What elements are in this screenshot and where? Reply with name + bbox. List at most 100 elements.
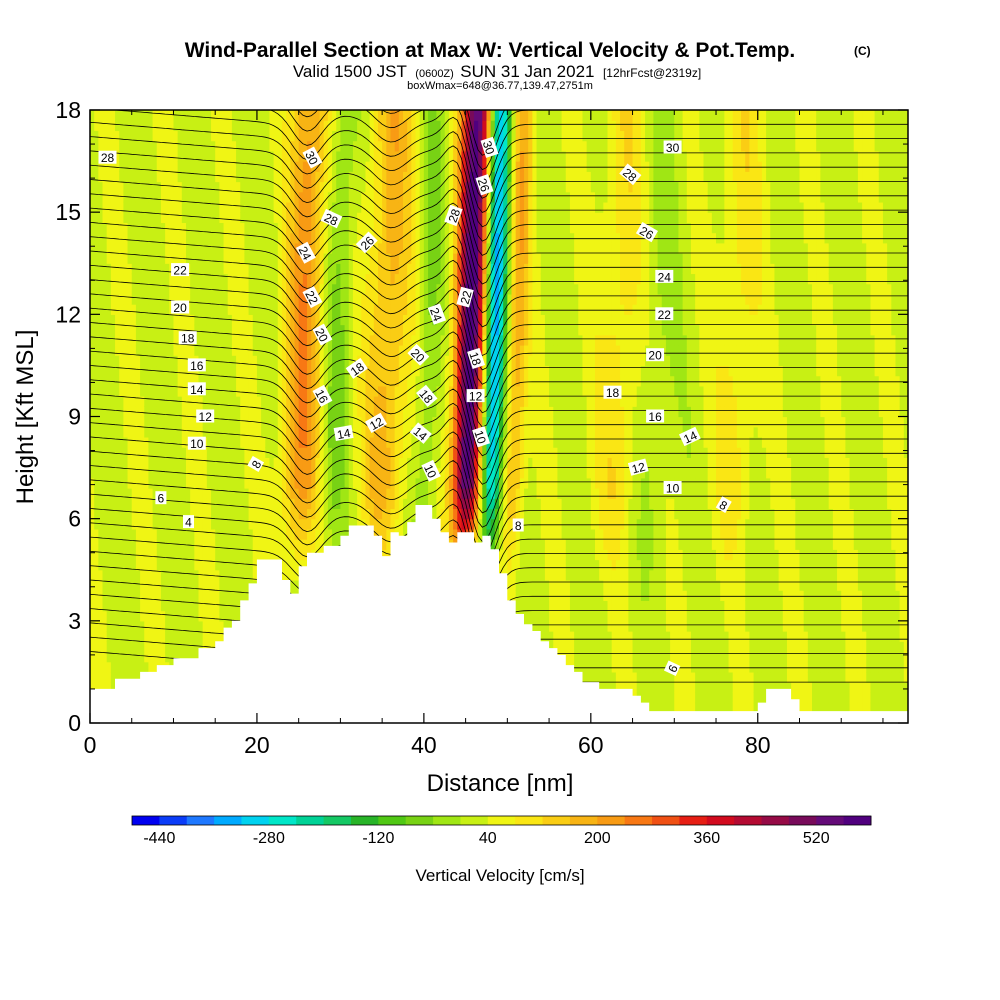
velocity-cell — [135, 273, 141, 285]
velocity-cell — [261, 150, 266, 162]
velocity-cell — [261, 191, 266, 203]
velocity-cell — [248, 334, 254, 346]
velocity-cell — [352, 406, 358, 418]
velocity-cell — [140, 242, 145, 254]
velocity-cell — [423, 161, 429, 172]
velocity-cell — [131, 508, 137, 520]
velocity-cell — [160, 304, 166, 315]
velocity-cell — [281, 150, 287, 162]
velocity-cell — [173, 539, 179, 550]
velocity-cell — [352, 324, 358, 336]
velocity-cell — [365, 488, 371, 499]
velocity-cell — [407, 120, 412, 132]
velocity-cell — [252, 110, 258, 121]
velocity-cell — [144, 447, 150, 458]
velocity-cell — [181, 283, 187, 295]
velocity-cell — [361, 161, 367, 172]
velocity-cell — [131, 293, 137, 305]
velocity-cell — [269, 283, 275, 295]
velocity-cell — [286, 181, 291, 193]
velocity-cell — [269, 447, 275, 458]
velocity-cell — [415, 273, 421, 285]
velocity-cell — [277, 171, 283, 183]
velocity-cell — [290, 293, 296, 305]
velocity-cell — [110, 324, 116, 336]
velocity-cell — [106, 457, 112, 469]
velocity-cell — [311, 426, 316, 438]
velocity-cell — [131, 610, 137, 622]
velocity-cell — [135, 661, 141, 673]
velocity-cell — [252, 283, 258, 295]
velocity-cell — [119, 651, 124, 663]
velocity-cell — [115, 600, 120, 612]
velocity-cell — [169, 610, 175, 622]
velocity-cell — [231, 334, 237, 346]
velocity-cell — [411, 161, 417, 172]
velocity-cell — [194, 518, 200, 530]
velocity-cell — [432, 365, 437, 377]
velocity-cell — [373, 253, 379, 264]
velocity-cell — [181, 488, 187, 499]
velocity-cell — [298, 140, 304, 152]
velocity-cell — [160, 539, 166, 550]
velocity-cell — [152, 334, 158, 346]
velocity-cell — [115, 528, 120, 540]
velocity-cell — [248, 150, 254, 162]
velocity-cell — [198, 579, 204, 591]
velocity-cell — [273, 334, 279, 346]
velocity-cell — [140, 304, 145, 315]
velocity-cell — [119, 222, 124, 234]
velocity-cell — [352, 477, 358, 489]
velocity-cell — [198, 212, 204, 223]
velocity-cell — [198, 631, 204, 642]
velocity-cell — [131, 467, 137, 479]
velocity-cell — [177, 447, 183, 458]
velocity-cell — [160, 201, 166, 213]
velocity-cell — [265, 263, 271, 275]
velocity-cell — [102, 253, 108, 264]
velocity-cell — [394, 344, 400, 356]
velocity-cell — [165, 222, 170, 234]
velocity-cell — [140, 406, 145, 418]
velocity-cell — [194, 201, 200, 213]
velocity-cell — [135, 498, 141, 510]
velocity-cell — [219, 263, 225, 275]
velocity-cell — [223, 610, 229, 622]
velocity-cell — [286, 365, 291, 377]
velocity-cell — [365, 273, 371, 285]
velocity-cell — [261, 273, 266, 285]
velocity-cell — [248, 242, 254, 254]
velocity-cell — [307, 385, 312, 397]
velocity-cell — [369, 488, 375, 499]
velocity-cell — [127, 539, 133, 550]
velocity-cell — [215, 161, 220, 172]
velocity-cell — [348, 518, 354, 530]
velocity-cell — [135, 150, 141, 162]
velocity-cell — [323, 283, 329, 295]
velocity-cell — [302, 130, 308, 142]
velocity-cell — [181, 600, 187, 612]
velocity-cell — [202, 600, 208, 612]
velocity-cell — [211, 436, 216, 448]
velocity-cell — [169, 242, 175, 254]
velocity-cell — [123, 273, 129, 285]
velocity-cell — [131, 457, 137, 469]
velocity-cell — [119, 447, 124, 458]
velocity-cell — [181, 355, 187, 367]
velocity-cell — [377, 232, 383, 244]
velocity-cell — [165, 631, 170, 642]
velocity-cell — [198, 344, 204, 356]
velocity-cell — [415, 191, 421, 203]
velocity-cell — [261, 447, 266, 458]
velocity-cell — [369, 130, 375, 142]
velocity-cell — [98, 518, 104, 530]
velocity-cell — [273, 324, 279, 336]
velocity-cell — [252, 171, 258, 183]
velocity-cell — [269, 467, 275, 479]
velocity-cell — [94, 457, 99, 469]
velocity-cell — [390, 263, 396, 275]
velocity-cell — [302, 324, 308, 336]
velocity-cell — [403, 314, 408, 326]
velocity-cell — [165, 579, 170, 591]
velocity-cell — [261, 171, 266, 183]
